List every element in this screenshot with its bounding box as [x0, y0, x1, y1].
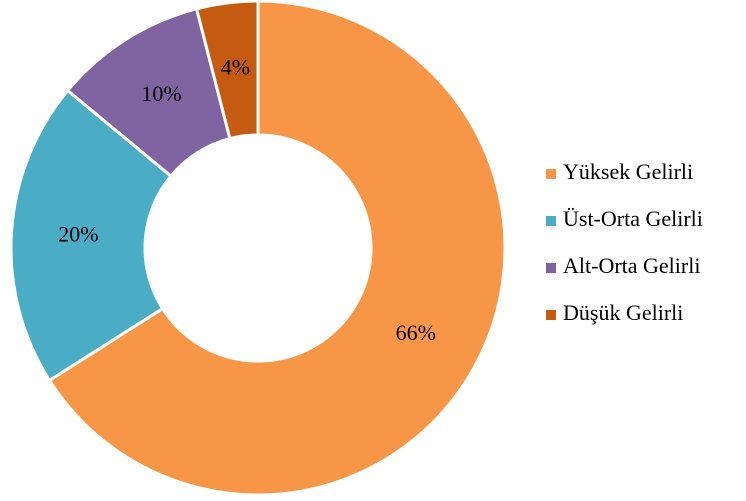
legend-label: Alt-Orta Gelirli [563, 253, 700, 278]
data-label: 66% [396, 320, 436, 345]
data-label: 20% [58, 222, 98, 247]
donut-slice [194, 0, 260, 141]
legend-label: Yüksek Gelirli [563, 159, 693, 184]
legend-swatch [546, 169, 556, 179]
data-label: 4% [221, 54, 250, 79]
legend-swatch [546, 216, 556, 226]
legend-label: Üst-Orta Gelirli [563, 206, 703, 231]
legend-label: Düşük Gelirli [563, 300, 683, 325]
data-label: 10% [141, 81, 181, 106]
donut-slice [47, 0, 507, 497]
legend-swatch [546, 263, 556, 273]
donut-slice [9, 88, 174, 383]
legend-swatch [546, 310, 556, 320]
